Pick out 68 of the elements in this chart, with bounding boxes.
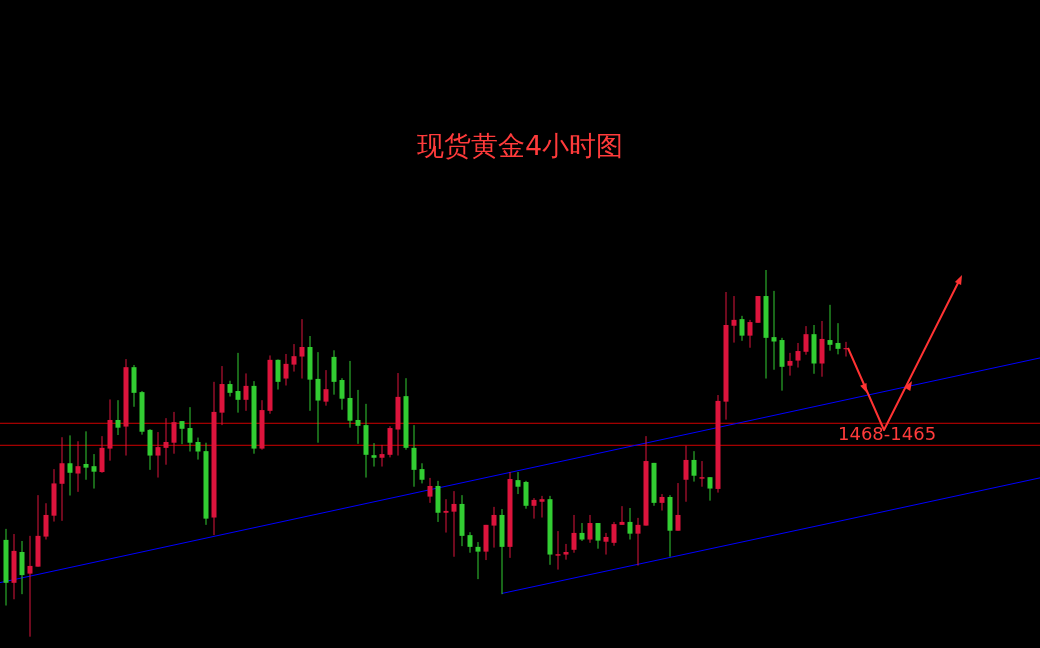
candlestick	[571, 514, 577, 554]
candlestick	[835, 322, 841, 355]
candlestick	[323, 369, 329, 407]
candlestick	[627, 507, 633, 541]
candlestick	[683, 445, 689, 503]
candlestick	[347, 360, 353, 429]
candlestick	[187, 406, 193, 453]
candlestick	[283, 353, 289, 387]
candlestick	[443, 498, 449, 534]
candlestick	[291, 343, 297, 373]
candlestick	[659, 493, 665, 512]
candlestick	[355, 389, 361, 445]
candlestick	[115, 399, 121, 436]
candlestick	[635, 517, 641, 567]
candlestick	[475, 541, 481, 580]
candlestick	[619, 505, 625, 526]
candlestick	[603, 532, 609, 556]
candlestick	[531, 497, 537, 520]
candlestick	[171, 411, 177, 455]
candlestick	[675, 482, 681, 532]
candlestick	[579, 522, 585, 542]
candlestick	[731, 295, 737, 344]
candlestick	[563, 543, 569, 561]
candlestick	[195, 437, 201, 461]
candlestick	[179, 420, 185, 445]
candlestick	[411, 424, 417, 488]
candlestick	[91, 453, 97, 490]
candlestick	[771, 290, 777, 371]
candlestick	[275, 358, 281, 391]
candlestick	[299, 318, 305, 380]
candlestick	[83, 430, 89, 481]
candlestick	[75, 440, 81, 493]
candlestick	[427, 477, 433, 504]
candlestick	[739, 315, 745, 342]
candlestick	[795, 342, 801, 369]
candlestick	[787, 352, 793, 377]
candlestick	[27, 535, 33, 638]
candlestick	[491, 506, 497, 549]
candlestick	[515, 471, 521, 495]
candlestick	[555, 530, 561, 571]
candlestick	[315, 351, 321, 444]
candlestick	[419, 462, 425, 484]
candlestick	[611, 521, 617, 547]
candlestick	[339, 377, 345, 411]
candlestick	[699, 460, 705, 488]
chart-title: 现货黄金4小时图	[416, 130, 624, 161]
candlestick	[379, 444, 385, 468]
candlestick	[155, 431, 161, 479]
candlestick	[235, 352, 241, 414]
candlestick	[587, 514, 593, 544]
candlestick	[747, 319, 753, 349]
candlestick	[539, 495, 545, 519]
candlestick	[451, 490, 457, 558]
annotation: 1468-1465	[838, 423, 937, 445]
candlestick	[243, 372, 249, 412]
candlestick	[163, 417, 169, 466]
candlestick	[19, 540, 25, 595]
candlestick	[707, 476, 713, 502]
candlestick	[523, 480, 529, 510]
candlestick	[67, 434, 73, 497]
candlestick	[467, 531, 473, 554]
candlestick	[43, 502, 49, 541]
candlestick	[691, 450, 697, 483]
candlestick	[371, 442, 377, 468]
candlestick	[59, 436, 65, 522]
candlestick	[595, 522, 601, 550]
candlestick	[803, 325, 809, 356]
candlestick	[827, 304, 833, 352]
